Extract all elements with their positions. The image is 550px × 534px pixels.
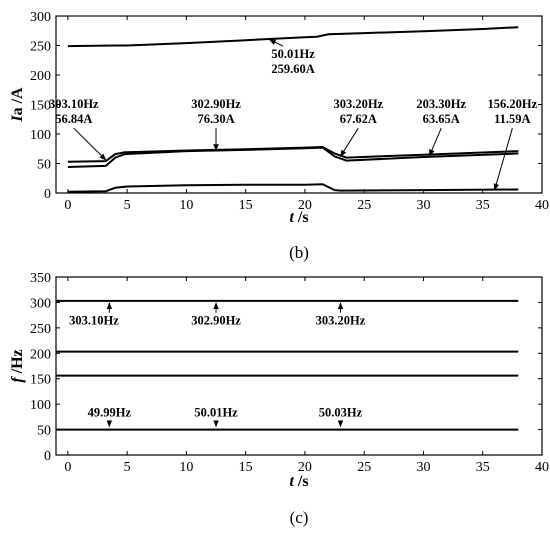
x-axis-label: t /s [289,209,308,226]
x-tick-label: 25 [357,460,371,475]
y-axis-var: I [9,115,26,123]
annotation-amplitude: 259.60A [271,62,314,76]
x-tick-label: 40 [535,198,549,213]
plot-frame [55,276,543,456]
x-tick-label: 30 [416,460,430,475]
y-tick-label: 300 [30,296,51,311]
annotation-amplitude: 56.84A [55,112,92,126]
y-tick-label: 250 [30,40,51,55]
y-axis-unit: a /A [9,87,26,115]
annotation-frequency: 302.90Hz [191,97,241,111]
x-tick-label: 20 [298,198,312,213]
y-tick-label: 50 [37,158,51,173]
annotation-2: 302.90Hz [191,302,241,328]
y-tick-label: 200 [30,347,51,362]
x-tick-label: 35 [476,198,490,213]
annotation-amplitude: 63.65A [423,112,460,126]
annotation-arrow [428,128,442,157]
x-tick-label: 0 [64,460,71,475]
annotation-frequency: 49.99Hz [88,405,132,419]
y-tick-label: 0 [44,449,51,464]
annotation-frequency: 303.20Hz [333,97,383,111]
annotation-frequency: 203.30Hz [416,97,466,111]
chart-panel-b: 0 5 10 15 20 25 30 35 40 0 50 100 150 200 250 300 t /s Ia… [9,10,549,262]
y-axis-unit: /Hz [9,349,26,377]
series-line-4 [67,183,519,193]
x-tick-label: 25 [357,198,371,213]
y-axis-var: f [9,376,26,383]
x-tick-label: 30 [416,198,430,213]
annotation-5: 50.01Hz [194,405,238,428]
y-tick-label: 250 [30,322,51,337]
x-tick-label: 5 [124,198,131,213]
y-tick-label: 100 [30,128,51,143]
x-axis-unit: /s [294,473,309,490]
annotation-frequency: 303.10Hz [49,97,99,111]
annotation-amplitude: 11.59A [494,112,530,126]
annotation-arrow [493,128,513,191]
x-tick-label: 15 [239,460,253,475]
annotation-arrow [73,127,107,161]
annotation-frequency: 50.03Hz [319,405,363,419]
x-axis-label: t /s [289,473,308,490]
annotation-amplitude: 67.62A [340,112,377,126]
x-tick-label: 0 [64,198,71,213]
x-tick-label: 20 [298,460,312,475]
y-tick-label: 50 [37,424,51,439]
x-tick-label: 10 [179,460,193,475]
y-tick-label: 350 [30,271,51,286]
x-tick-label: 10 [179,198,193,213]
annotation-arrow [268,39,284,47]
x-axis-unit: /s [294,209,309,226]
annotation-6: 50.03Hz [319,405,363,428]
annotation-arrow [340,127,359,158]
y-tick-label: 150 [30,99,51,114]
x-axis-var: t [289,473,294,490]
series-line-1 [67,26,519,48]
y-tick-label: 200 [30,69,51,84]
y-tick-label: 100 [30,398,51,413]
annotation-frequency: 302.90Hz [191,314,241,328]
x-tick-label: 35 [476,460,490,475]
y-axis-label: f /Hz [9,349,26,382]
y-axis-label: Ia /A [9,87,26,123]
annotation-amplitude: 76.30A [197,112,234,126]
plot-frame [55,15,543,194]
x-tick-label: 5 [124,460,131,475]
panel-label: (c) [290,508,309,527]
y-tick-label: 150 [30,373,51,388]
annotation-frequency: 303.20Hz [316,314,366,328]
annotation-1: 303.10Hz [69,302,119,328]
annotation-frequency: 50.01Hz [194,405,238,419]
y-tick-label: 0 [44,187,51,202]
annotation-frequency: 156.20Hz [488,97,538,111]
panel-label: (b) [289,243,309,262]
annotation-frequency: 50.01Hz [271,47,315,61]
x-axis-var: t [289,209,294,226]
chart-panel-c: 0 5 10 15 20 25 30 35 40 0 50 100 150 200 250 300 350 t /… [9,271,549,527]
x-tick-label: 15 [239,198,253,213]
series-line-3 [67,146,519,168]
x-tick-label: 40 [535,460,549,475]
annotation-4: 49.99Hz [88,405,132,428]
annotation-3: 303.20Hz [316,302,366,328]
y-tick-label: 300 [30,10,51,25]
annotation-frequency: 303.10Hz [69,314,119,328]
